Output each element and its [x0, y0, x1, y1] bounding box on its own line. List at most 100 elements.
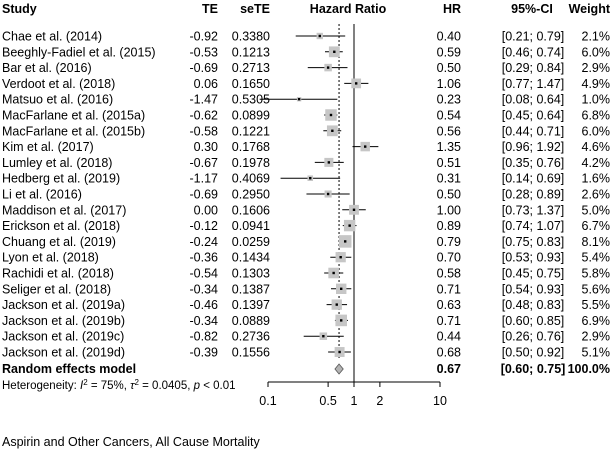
study-weight: 5.4%	[582, 251, 611, 265]
study-sete: 0.0889	[232, 314, 270, 328]
study-row: Beeghly-Fadiel et al. (2015) -0.53 0.1213 0…	[2, 45, 610, 59]
study-weight: 6.7%	[582, 219, 611, 233]
study-ci: [0.50; 0.92]	[502, 346, 565, 360]
study-sete: 0.1221	[232, 124, 270, 138]
study-weight: 2.9%	[582, 330, 611, 344]
study-hr: 1.06	[437, 77, 461, 91]
study-ci: [0.73; 1.37]	[502, 203, 565, 217]
summary-row: Random effects model 0.67 [0.60; 0.75] 1…	[2, 362, 610, 376]
header-row: Study TE seTE Hazard Ratio HR 95%-CI Wei…	[2, 2, 611, 16]
study-hr: 1.00	[437, 203, 461, 217]
study-row: Matsuo et al. (2016) -1.47 0.5305 0.23 [0.08…	[2, 93, 610, 107]
study-row: Maddison et al. (2017) 0.00 0.1606 1.00 [0.7…	[2, 203, 610, 217]
study-ci: [0.45; 0.64]	[502, 109, 565, 123]
study-hr: 0.68	[437, 346, 461, 360]
study-ci: [0.26; 0.76]	[502, 330, 565, 344]
study-point-estimate	[339, 256, 342, 259]
header-te: TE	[202, 2, 218, 16]
study-rows: Chae et al. (2014) -0.92 0.3380 0.40 [0.21; …	[2, 30, 610, 360]
study-weight: 6.8%	[582, 109, 611, 123]
study-sete: 0.1303	[232, 267, 270, 281]
study-te: -0.82	[190, 330, 219, 344]
study-sete: 0.0899	[232, 109, 270, 123]
study-sete: 0.1650	[232, 77, 270, 91]
study-point-estimate	[343, 240, 347, 243]
study-te: 0.30	[194, 140, 218, 154]
study-row: Jackson et al. (2019a) -0.46 0.1397 0.63 [0.…	[2, 298, 610, 312]
study-sete: 0.1768	[232, 140, 270, 154]
study-sete: 0.3380	[232, 30, 270, 44]
study-hr: 0.44	[437, 330, 461, 344]
study-hr: 0.51	[437, 156, 461, 170]
study-hr: 0.50	[437, 61, 461, 75]
summary-ci: [0.60; 0.75]	[501, 362, 566, 376]
study-hr: 0.89	[437, 219, 461, 233]
study-ci: [0.60; 0.85]	[502, 314, 565, 328]
study-point-estimate	[318, 34, 321, 38]
study-weight: 6.9%	[582, 314, 611, 328]
study-point-estimate	[329, 113, 333, 117]
study-sete: 0.1978	[232, 156, 270, 170]
study-te: -1.17	[190, 172, 219, 186]
study-name: Seliger et al. (2018)	[2, 282, 111, 296]
study-row: Lumley et al. (2018) -0.67 0.1978 0.51 [0.35…	[2, 156, 610, 170]
summary-weight: 100.0%	[568, 362, 610, 376]
study-name: Lyon et al. (2018)	[2, 251, 99, 265]
study-row: MacFarlane et al. (2015b) -0.58 0.1221 0.56…	[2, 124, 610, 138]
study-ci: [0.54; 0.93]	[502, 282, 565, 296]
study-point-estimate	[340, 287, 343, 290]
study-point-estimate	[352, 208, 356, 211]
study-ci: [0.14; 0.69]	[502, 172, 565, 186]
study-name: Rachidi et al. (2018)	[2, 267, 114, 281]
x-tick-label: 2	[376, 394, 383, 408]
header-hr: HR	[443, 2, 461, 16]
study-sete: 0.2713	[232, 61, 270, 75]
study-weight: 1.6%	[582, 172, 611, 186]
study-hr: 1.35	[437, 140, 461, 154]
summary-hr: 0.67	[437, 362, 461, 376]
study-hr: 0.70	[437, 251, 461, 265]
study-row: Jackson et al. (2019c) -0.82 0.2736 0.44 [0.…	[2, 330, 610, 344]
study-hr: 0.54	[437, 109, 461, 123]
study-name: Kim et al. (2017)	[2, 140, 94, 154]
study-row: Seliger et al. (2018) -0.34 0.1387 0.71 [0.5…	[2, 282, 610, 296]
study-weight: 6.0%	[582, 45, 611, 59]
study-name: Bar et al. (2016)	[2, 61, 92, 75]
study-te: -0.58	[190, 124, 219, 138]
study-sete: 0.1556	[232, 346, 270, 360]
study-weight: 5.6%	[582, 282, 611, 296]
study-ci: [0.21; 0.79]	[502, 30, 565, 44]
study-name: Chuang et al. (2019)	[2, 235, 116, 249]
study-hr: 0.31	[437, 172, 461, 186]
study-hr: 0.59	[437, 45, 461, 59]
header-ci: 95%-CI	[511, 2, 553, 16]
study-sete: 0.1387	[232, 282, 270, 296]
study-hr: 0.50	[437, 188, 461, 202]
study-sete: 0.1213	[232, 45, 270, 59]
study-weight: 4.9%	[582, 77, 611, 91]
study-point-estimate	[335, 303, 338, 306]
study-te: -0.69	[190, 61, 219, 75]
header-ratio: Hazard Ratio	[310, 2, 387, 16]
study-ci: [0.08; 0.64]	[502, 93, 565, 107]
study-name: Li et al. (2016)	[2, 188, 82, 202]
study-name: Erickson et al. (2018)	[2, 219, 120, 233]
study-ci: [0.44; 0.71]	[502, 124, 565, 138]
study-row: Jackson et al. (2019b) -0.34 0.0889 0.71 [0.…	[2, 314, 610, 328]
study-name: Jackson et al. (2019d)	[2, 346, 125, 360]
heterogeneity-text: Heterogeneity: I2 = 75%, τ2 = 0.0405, p …	[2, 378, 236, 393]
study-point-estimate	[340, 319, 343, 322]
study-row: Lyon et al. (2018) -0.36 0.1434 0.70 [0.53; …	[2, 251, 610, 265]
study-point-estimate	[309, 177, 312, 180]
study-point-estimate	[333, 50, 336, 53]
study-weight: 5.5%	[582, 298, 611, 312]
study-weight: 6.0%	[582, 124, 611, 138]
study-weight: 1.0%	[582, 93, 611, 107]
study-point-estimate	[338, 350, 341, 354]
study-te: 0.06	[194, 77, 218, 91]
study-name: Matsuo et al. (2016)	[2, 93, 113, 107]
study-weight: 2.1%	[582, 30, 611, 44]
study-weight: 5.1%	[582, 346, 611, 360]
x-tick-label: 0.1	[259, 394, 276, 408]
study-hr: 0.79	[437, 235, 461, 249]
